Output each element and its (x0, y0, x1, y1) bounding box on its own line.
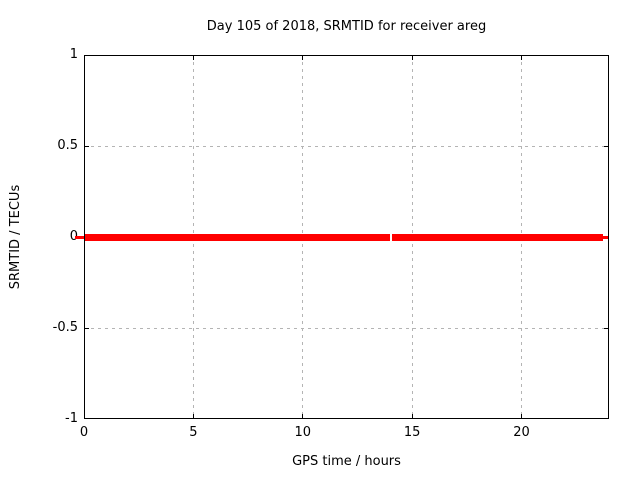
x-tick-label: 15 (403, 425, 421, 440)
x-tick-mark-bottom (302, 414, 304, 419)
x-tick-label: 20 (513, 425, 530, 440)
x-tick-mark-top (192, 55, 194, 60)
y-tick-mark-left (84, 327, 89, 329)
x-tick-mark-top (411, 55, 413, 60)
x-tick-label: 0 (79, 425, 89, 440)
x-tick-mark-bottom (521, 414, 522, 419)
data-series-segment (392, 233, 604, 241)
x-tick-mark-top (302, 55, 304, 60)
y-gridline (84, 145, 609, 147)
y-tick-label: 0 (18, 229, 78, 245)
y-tick-mark-right (604, 327, 609, 329)
y-tick-label: 0.5 (57, 138, 78, 153)
x-axis-label: GPS time / hours (292, 454, 401, 469)
y-tick-mark-left (84, 145, 89, 147)
y-tick-label: -0.5 (52, 320, 78, 335)
y-tick-label: 1 (69, 47, 78, 62)
x-tick-mark-top (521, 55, 522, 60)
zero-line-cap-right (603, 235, 609, 239)
y-tick-mark-right (604, 145, 609, 147)
y-tick-label: -1 (65, 411, 78, 426)
x-tick-label: 5 (189, 425, 198, 440)
y-gridline (84, 327, 609, 329)
x-tick-mark-bottom (411, 414, 413, 419)
zero-line-cap-left (74, 235, 86, 239)
x-tick-label: 10 (294, 425, 312, 440)
chart-title: Day 105 of 2018, SRMTID for receiver are… (206, 19, 487, 34)
x-tick-mark-bottom (192, 414, 194, 419)
data-series-segment (84, 233, 390, 241)
